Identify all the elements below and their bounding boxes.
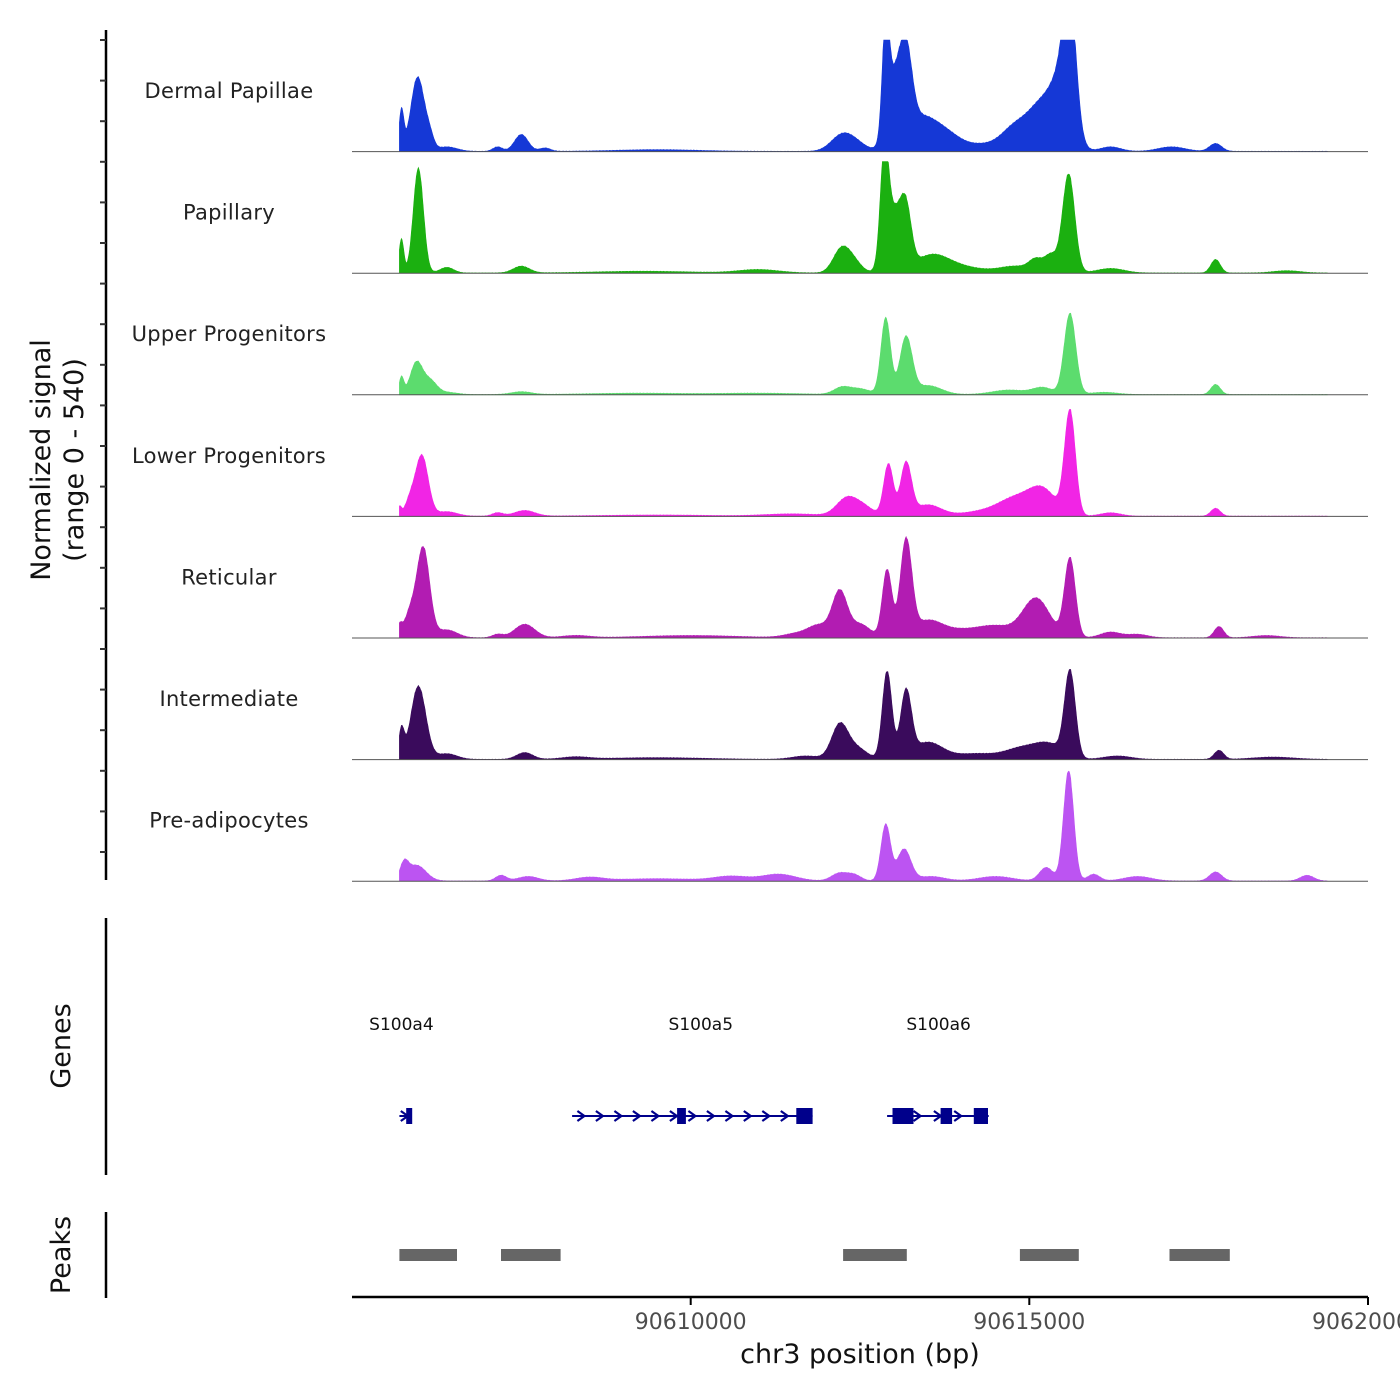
y-axis-title: Normalized signal: [26, 339, 57, 581]
strand-arrow: [780, 1110, 790, 1122]
gene-annotations: S100a4 S100a5 S100a6: [369, 1015, 989, 1124]
y-axis-subtitle: (range 0 - 540): [59, 358, 90, 562]
signal-area: [399, 408, 1328, 517]
signal-tracks: Dermal Papillae Papillary Upper Progenitor…: [132, 39, 1368, 882]
track-label: Dermal Papillae: [145, 79, 314, 103]
signal-area: [399, 770, 1328, 882]
strand-arrow: [724, 1110, 735, 1122]
track-papillary: Papillary: [183, 161, 1368, 274]
peak-regions: [399, 1249, 1230, 1261]
signal-area: [399, 312, 1328, 396]
signal-area: [399, 535, 1328, 639]
x-axis-ticks: 90610000 90615000 90620000: [635, 1297, 1400, 1335]
signal-area: [399, 161, 1328, 274]
strand-arrow: [613, 1110, 624, 1122]
gene-s100a4: S100a4: [369, 1015, 434, 1124]
x-tick-label: 90620000: [1312, 1310, 1400, 1335]
track-reticular: Reticular: [181, 535, 1368, 639]
genes-panel-title: Genes: [46, 1003, 77, 1088]
strand-arrow: [650, 1110, 661, 1122]
track-label: Intermediate: [159, 687, 298, 711]
track-upper-progenitors: Upper Progenitors: [132, 312, 1368, 396]
strand-arrow: [687, 1110, 698, 1122]
peak-region: [399, 1249, 457, 1261]
strand-arrow: [706, 1110, 716, 1122]
gene-s100a6: S100a6: [887, 1015, 989, 1124]
gene-exon: [796, 1108, 813, 1124]
track-lower-progenitors: Lower Progenitors: [132, 408, 1368, 517]
track-label: Upper Progenitors: [132, 322, 327, 346]
track-label: Reticular: [181, 565, 277, 589]
strand-arrow: [595, 1110, 605, 1122]
peak-region: [1169, 1249, 1230, 1261]
gene-exon: [973, 1108, 988, 1124]
gene-exon: [892, 1108, 914, 1124]
track-dermal-papillae: Dermal Papillae: [145, 39, 1368, 153]
x-axis-title: chr3 position (bp): [740, 1339, 980, 1370]
y-axis-ticks: [100, 39, 106, 853]
gene-exon: [940, 1108, 953, 1124]
gene-s100a5: S100a5: [572, 1015, 813, 1124]
gene-exon: [677, 1108, 686, 1124]
track-pre-adipocytes: Pre-adipocytes: [149, 770, 1368, 882]
track-label: Pre-adipocytes: [149, 809, 308, 833]
peak-region: [501, 1249, 561, 1261]
strand-arrow: [761, 1110, 772, 1122]
gene-label: S100a4: [369, 1015, 433, 1035]
strand-arrow: [632, 1110, 642, 1122]
signal-area: [399, 39, 1328, 152]
track-label: Lower Progenitors: [132, 444, 326, 468]
strand-arrow: [953, 1110, 964, 1122]
strand-arrow: [912, 1110, 923, 1122]
peaks-panel-title: Peaks: [46, 1216, 77, 1294]
strand-arrow: [576, 1110, 587, 1122]
peak-region: [843, 1249, 907, 1261]
gene-exon: [406, 1108, 413, 1124]
strand-arrow: [743, 1110, 753, 1122]
gene-label: S100a6: [906, 1015, 970, 1035]
signal-area: [399, 668, 1328, 760]
track-intermediate: Intermediate: [159, 668, 1368, 761]
x-tick-label: 90615000: [973, 1310, 1085, 1335]
gene-label: S100a5: [669, 1015, 733, 1035]
track-label: Papillary: [183, 201, 275, 225]
peak-region: [1019, 1249, 1079, 1261]
x-tick-label: 90610000: [635, 1310, 747, 1335]
strand-arrow: [669, 1110, 679, 1122]
